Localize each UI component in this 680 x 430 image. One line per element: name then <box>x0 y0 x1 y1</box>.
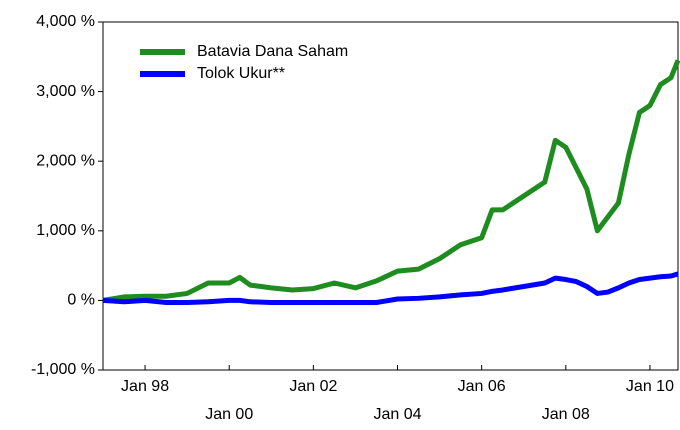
x-tick-label: Jan 02 <box>289 378 337 395</box>
legend-label: Batavia Dana Saham <box>197 43 348 60</box>
series-line <box>102 59 680 303</box>
series-line <box>102 271 679 305</box>
x-tick-label: Jan 04 <box>373 406 421 423</box>
y-tick-label: 0 % <box>67 292 95 309</box>
y-tick-label: 2,000 % <box>36 152 95 169</box>
y-tick-label: 1,000 % <box>36 222 95 239</box>
x-tick-label: Jan 06 <box>458 378 506 395</box>
x-tick-label: Jan 98 <box>121 378 169 395</box>
x-tick-label: Jan 08 <box>542 406 590 423</box>
x-tick-label: Jan 10 <box>626 378 674 395</box>
y-tick-label: 4,000 % <box>36 13 95 30</box>
y-tick-label: 3,000 % <box>36 83 95 100</box>
plot-frame <box>102 21 679 371</box>
legend-label: Tolok Ukur** <box>197 65 285 82</box>
x-tick-label: Jan 00 <box>205 406 253 423</box>
y-tick-label: -1,000 % <box>31 361 95 378</box>
